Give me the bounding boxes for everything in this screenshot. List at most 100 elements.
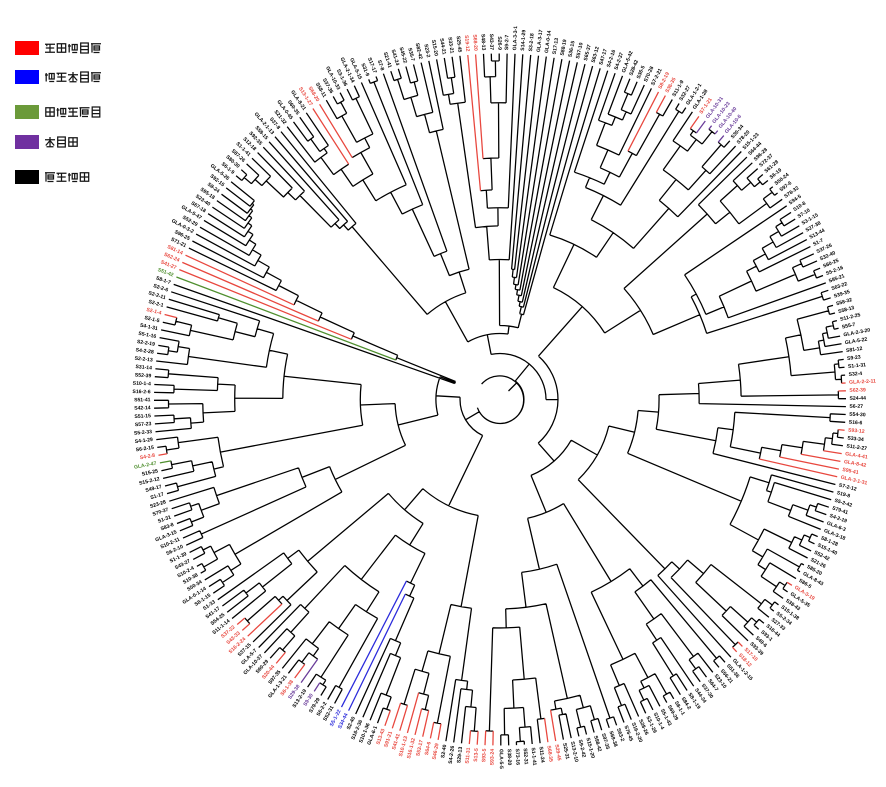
svg-text:S2-2-1: S2-2-1 (148, 299, 164, 309)
svg-text:S60-25: S60-25 (822, 258, 840, 270)
svg-text:S4-2-37: S4-2-37 (613, 52, 625, 71)
svg-text:S5-1-16: S5-1-16 (138, 331, 157, 340)
svg-text:S55-7: S55-7 (841, 322, 856, 331)
svg-text:S31-9: S31-9 (359, 62, 370, 77)
svg-text:S65-37: S65-37 (583, 44, 593, 62)
svg-text:S2-1-5: S2-1-5 (144, 315, 160, 324)
svg-text:GLA-5-22: GLA-5-22 (844, 337, 867, 347)
svg-text:GLA-3-17: GLA-3-17 (536, 29, 545, 52)
svg-text:S91-21: S91-21 (383, 731, 394, 749)
svg-text:S6-27: S6-27 (849, 404, 863, 410)
svg-text:S16-2-6: S16-2-6 (132, 389, 150, 395)
svg-text:S79-41: S79-41 (831, 505, 849, 516)
svg-text:S15-25: S15-25 (141, 468, 158, 477)
svg-text:GLA-3-1-31: GLA-3-1-31 (840, 475, 868, 487)
svg-text:S98-42: S98-42 (592, 735, 602, 753)
svg-text:S51-41: S51-41 (134, 397, 151, 403)
svg-text:S5-2-42: S5-2-42 (834, 498, 853, 509)
svg-text:S39-35: S39-35 (833, 289, 851, 300)
svg-text:S29-45: S29-45 (553, 744, 562, 761)
svg-text:S49-17: S49-17 (145, 484, 163, 494)
svg-text:S19-12: S19-12 (463, 35, 471, 52)
svg-text:S15-1-20: S15-1-20 (584, 737, 595, 759)
svg-text:S41-27: S41-27 (160, 259, 178, 271)
svg-text:S70-37: S70-37 (152, 507, 170, 518)
svg-text:GLA-5-5: GLA-5-5 (498, 749, 504, 769)
svg-text:S2-40: S2-40 (346, 716, 357, 731)
svg-text:S32-4: S32-4 (848, 371, 862, 378)
svg-text:S2-2-6: S2-2-6 (152, 283, 169, 294)
svg-text:S33-34: S33-34 (847, 435, 864, 443)
svg-text:S17-13: S17-13 (552, 37, 561, 54)
svg-text:S42-14: S42-14 (134, 405, 151, 411)
svg-text:S93-5: S93-5 (481, 748, 488, 762)
svg-text:GLA-2-47: GLA-2-47 (134, 461, 158, 471)
svg-text:S21-41: S21-41 (382, 51, 393, 69)
svg-text:S28-42: S28-42 (628, 59, 640, 77)
svg-text:S63-12: S63-12 (591, 46, 601, 64)
svg-text:S63-22: S63-22 (831, 281, 849, 292)
svg-text:S10-1-4: S10-1-4 (133, 381, 152, 388)
svg-text:S5-2-33: S5-2-33 (134, 429, 153, 437)
svg-text:S76-45: S76-45 (622, 725, 634, 743)
svg-text:S1-7: S1-7 (812, 238, 824, 248)
svg-text:S73-16: S73-16 (514, 748, 521, 765)
svg-text:S11-31: S11-31 (465, 747, 472, 764)
svg-text:S13-5: S13-5 (473, 748, 480, 762)
svg-text:S14-1-29: S14-1-29 (520, 29, 527, 50)
svg-text:GLA-2-2-11: GLA-2-2-11 (849, 379, 876, 386)
svg-text:S4-1-31: S4-1-31 (139, 323, 158, 333)
svg-text:S19-8: S19-8 (836, 490, 851, 499)
svg-text:GLA-2-3-20: GLA-2-3-20 (843, 327, 871, 338)
svg-text:S41-41: S41-41 (391, 733, 402, 751)
svg-text:S52-39: S52-39 (135, 372, 152, 379)
svg-text:GLA-0-14: GLA-0-14 (544, 30, 553, 53)
svg-text:S51-42: S51-42 (157, 267, 175, 278)
svg-text:S64-6: S64-6 (424, 741, 433, 756)
svg-text:S31-14: S31-14 (135, 364, 152, 371)
svg-text:S53-17: S53-17 (415, 739, 425, 757)
svg-text:S1-1-41: S1-1-41 (530, 747, 538, 766)
svg-text:S11-2-27: S11-2-27 (846, 443, 867, 452)
svg-text:GLA-4-41: GLA-4-41 (845, 451, 868, 460)
svg-text:S68-35: S68-35 (545, 745, 553, 762)
svg-text:S2-1-4: S2-1-4 (146, 307, 162, 317)
svg-text:GLA-3-3-1: GLA-3-3-1 (512, 26, 519, 51)
svg-text:S9-2-7: S9-2-7 (504, 35, 510, 51)
svg-text:S26-9: S26-9 (496, 36, 502, 50)
svg-text:S25-31: S25-31 (561, 743, 570, 760)
svg-text:S47-17: S47-17 (598, 48, 609, 66)
svg-text:S17-17: S17-17 (366, 57, 378, 75)
svg-text:S11-24: S11-24 (537, 746, 545, 763)
svg-text:S36-15: S36-15 (567, 40, 576, 57)
svg-text:S68-20: S68-20 (471, 34, 478, 51)
svg-text:S4-2-16: S4-2-16 (606, 49, 617, 68)
svg-text:S63-2: S63-2 (615, 728, 625, 743)
svg-text:S81-12: S81-12 (846, 346, 863, 354)
svg-text:S6-2-15: S6-2-15 (136, 445, 155, 453)
svg-text:S3-2-18: S3-2-18 (528, 33, 536, 52)
svg-text:S57-23: S57-23 (135, 421, 152, 428)
svg-text:S9-23: S9-23 (847, 354, 861, 362)
svg-text:S16-6: S16-6 (849, 420, 863, 427)
svg-text:S2-2-11: S2-2-11 (148, 290, 167, 301)
svg-text:S11-2-25: S11-2-25 (840, 312, 862, 323)
svg-text:S23-2: S23-2 (422, 44, 431, 59)
svg-text:S1-31: S1-31 (157, 514, 172, 524)
svg-text:S33-21: S33-21 (446, 37, 454, 54)
svg-text:S46-29: S46-29 (432, 743, 441, 760)
svg-text:S4-2-19: S4-2-19 (829, 513, 848, 525)
svg-text:S69-38: S69-38 (607, 730, 618, 748)
svg-text:S36-5: S36-5 (636, 65, 647, 80)
svg-text:S82-42: S82-42 (414, 43, 424, 61)
svg-text:S93-12: S93-12 (848, 428, 865, 435)
svg-text:S43-37: S43-37 (488, 34, 494, 51)
svg-text:S41-24: S41-24 (390, 49, 401, 67)
svg-text:S25-45: S25-45 (455, 36, 463, 53)
svg-text:S29-13: S29-13 (456, 746, 464, 763)
svg-text:S9-2-42: S9-2-42 (577, 739, 587, 758)
svg-text:S38-20: S38-20 (506, 749, 512, 766)
svg-text:S57-10: S57-10 (575, 42, 585, 60)
svg-text:S58-32: S58-32 (836, 297, 854, 307)
svg-text:S62-39: S62-39 (849, 387, 866, 393)
